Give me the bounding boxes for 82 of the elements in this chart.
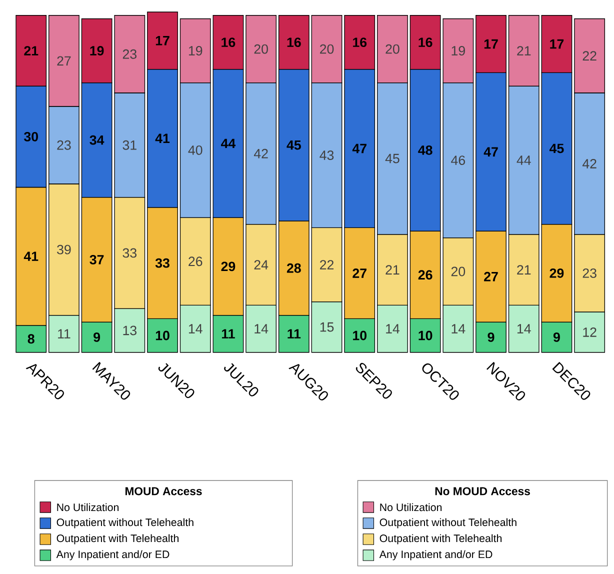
data-label: 29	[221, 262, 236, 272]
data-label: 47	[352, 144, 366, 154]
data-label: 11	[222, 329, 235, 338]
data-label: 43	[320, 150, 334, 160]
data-label: 13	[123, 326, 137, 336]
data-label: 19	[452, 46, 465, 56]
data-label: 27	[484, 272, 498, 282]
legend-title: MOUD Access	[125, 487, 202, 496]
data-label: 21	[386, 265, 400, 274]
data-label: 27	[57, 56, 71, 66]
data-label: 23	[57, 140, 71, 150]
data-label: 12	[583, 328, 596, 337]
data-label: 41	[155, 134, 170, 143]
data-label: 45	[550, 144, 564, 154]
data-label: 16	[287, 38, 301, 48]
data-label: 40	[188, 145, 202, 155]
data-label: 15	[320, 322, 334, 332]
legend-label: Any Inpatient and/or ED	[379, 550, 492, 560]
data-label: 19	[188, 46, 202, 56]
data-label: 20	[254, 44, 268, 54]
data-label: 22	[582, 51, 596, 60]
data-label: 41	[24, 252, 38, 261]
data-label: 8	[28, 334, 34, 344]
data-label: 33	[155, 258, 170, 268]
data-label: 16	[418, 38, 432, 48]
data-label: 14	[188, 324, 202, 334]
data-label: 17	[156, 36, 170, 46]
text: No MOUD Access	[435, 487, 530, 496]
data-label: 9	[94, 332, 100, 342]
legend-label: Any Inpatient and/or ED	[56, 550, 170, 560]
data-label: 16	[222, 38, 236, 48]
data-label: 17	[484, 39, 498, 49]
data-label: 11	[288, 329, 301, 338]
data-label: 33	[122, 248, 137, 258]
data-label: 20	[451, 266, 466, 276]
data-label: 26	[188, 256, 202, 266]
data-label: 27	[352, 268, 366, 278]
legend-label: No Utilization	[57, 503, 119, 512]
legend-label: Outpatient without Telehealth	[56, 518, 194, 528]
data-label: 37	[90, 254, 104, 264]
data-label: 10	[353, 330, 367, 340]
data-label: 14	[452, 324, 466, 334]
data-label: 14	[386, 324, 400, 334]
legend-label: Outpatient without Telehealth	[380, 518, 516, 528]
data-label: 26	[418, 270, 432, 280]
data-label: 14	[254, 324, 268, 334]
data-label: 31	[122, 140, 136, 150]
data-label: 24	[254, 260, 268, 270]
data-label: 48	[418, 145, 432, 155]
legend-label: No Utilization	[380, 503, 442, 512]
data-label: 9	[553, 332, 560, 342]
data-label: 10	[156, 330, 170, 340]
data-label: 45	[385, 154, 400, 164]
data-label: 23	[582, 268, 596, 278]
data-label: 23	[122, 49, 137, 59]
data-label: 16	[353, 38, 367, 48]
data-label: 30	[24, 132, 38, 142]
data-label: 21	[517, 265, 531, 274]
data-label: 47	[484, 147, 498, 156]
data-label: 44	[516, 156, 531, 165]
data-label: 34	[90, 135, 104, 145]
data-label: 17	[550, 39, 564, 49]
data-label: 44	[221, 138, 236, 148]
data-label: 28	[286, 263, 301, 273]
data-label: 42	[582, 159, 596, 168]
data-label: 10	[418, 330, 432, 340]
data-label: 45	[286, 140, 301, 150]
data-label: 9	[488, 332, 494, 342]
legend-label: Outpatient with Telehealth	[380, 534, 502, 544]
data-label: 21	[24, 46, 38, 56]
data-label: 46	[451, 156, 466, 166]
data-label: 11	[58, 329, 70, 338]
data-label: 19	[90, 46, 104, 56]
data-label: 42	[254, 148, 268, 158]
data-label: 20	[386, 44, 400, 54]
data-label: 29	[550, 268, 564, 278]
data-label: 20	[320, 44, 334, 54]
data-label: 22	[320, 260, 334, 270]
data-label: 14	[517, 324, 531, 334]
data-label: 21	[517, 46, 531, 56]
legend-label: Outpatient with Telehealth	[56, 534, 179, 544]
data-label: 39	[57, 244, 71, 254]
